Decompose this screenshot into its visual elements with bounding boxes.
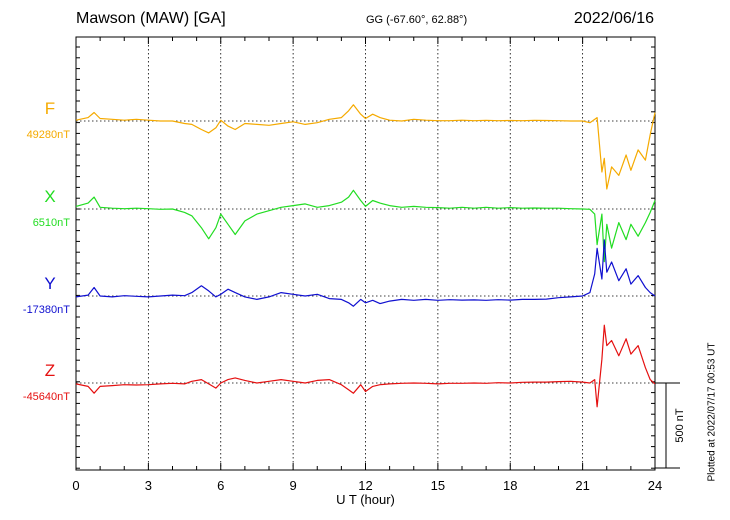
series-name-x: X [44, 187, 55, 206]
x-tick-label: 9 [290, 478, 297, 493]
series-baseline-label-f: 49280nT [27, 129, 71, 141]
series-line-y [75, 239, 656, 307]
series-name-z: Z [45, 361, 55, 380]
x-tick-label: 0 [72, 478, 79, 493]
station-title: Mawson (MAW) [GA] [76, 10, 226, 27]
coordinates-label: GG (-67.60°, 62.88°) [366, 14, 468, 26]
date-label: 2022/06/16 [573, 10, 654, 27]
x-tick-label: 3 [145, 478, 152, 493]
scale-bar-label: 500 nT [674, 408, 686, 443]
series-baseline-label-z: -45640nT [23, 391, 70, 403]
plotted-timestamp: Plotted at 2022/07/17 00:53 UT [706, 342, 718, 482]
series-line-x [75, 189, 656, 263]
x-tick-label: 15 [431, 478, 445, 493]
x-tick-label: 6 [217, 478, 224, 493]
series-line-f [75, 104, 656, 190]
x-tick-label: 24 [648, 478, 662, 493]
series-baseline-label-y: -17380nT [23, 304, 70, 316]
x-axis-label: U T (hour) [336, 492, 395, 507]
x-tick-label: 12 [358, 478, 372, 493]
series-baseline-label-x: 6510nT [33, 217, 71, 229]
x-tick-label: 18 [503, 478, 517, 493]
series-line-z [75, 324, 656, 408]
series-name-y: Y [44, 274, 55, 293]
x-tick-label: 21 [575, 478, 589, 493]
series-name-f: F [45, 99, 55, 118]
